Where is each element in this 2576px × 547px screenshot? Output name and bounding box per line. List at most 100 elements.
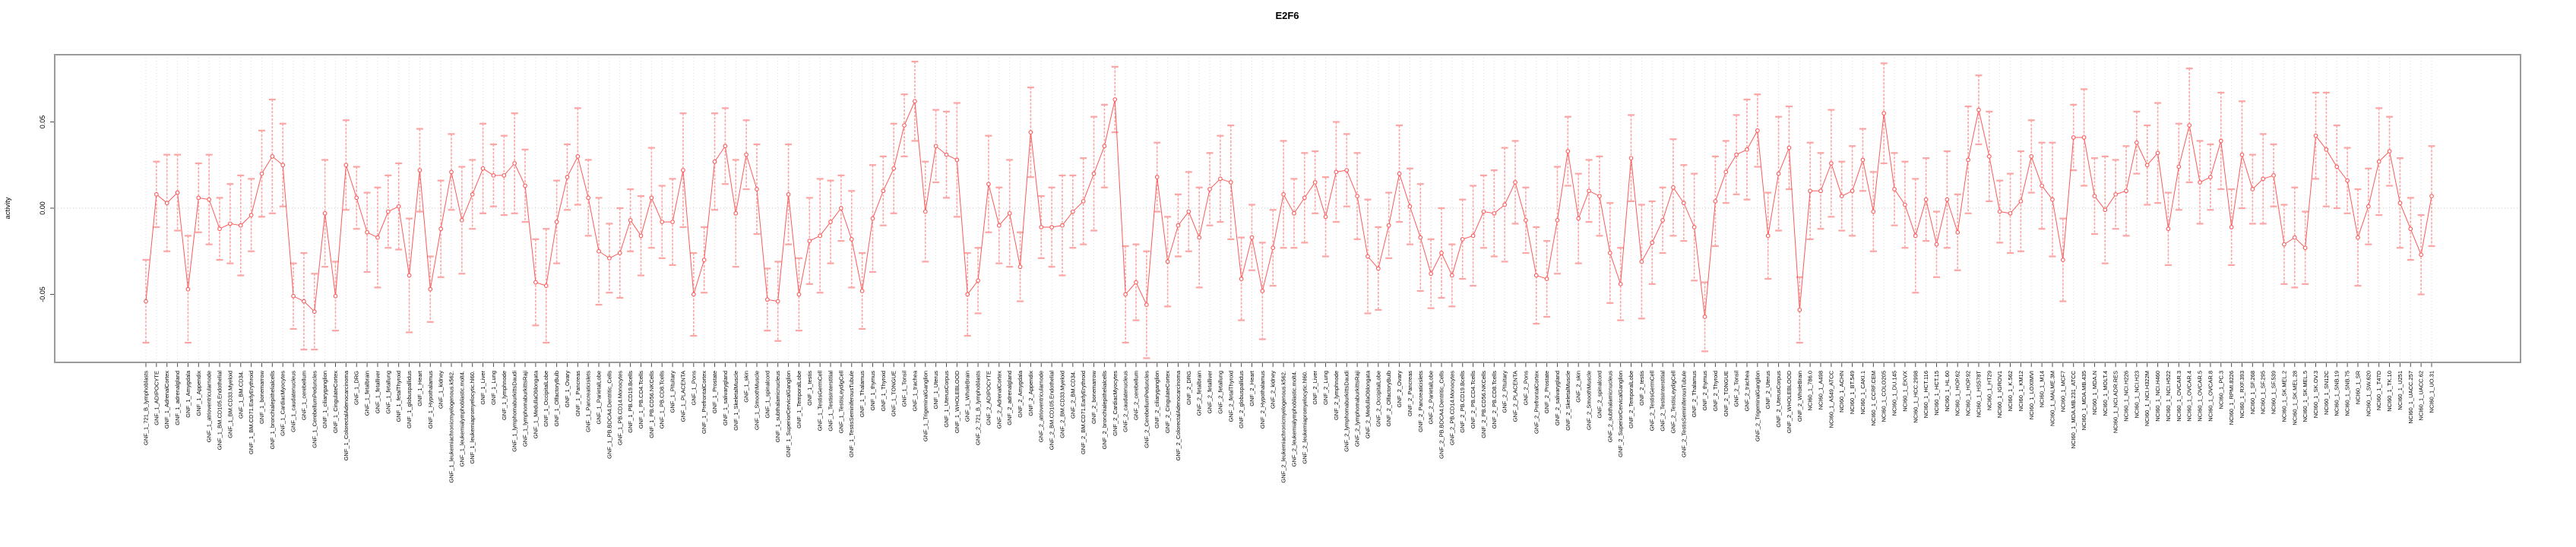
x-tick-label: GNF_2_BM.CD71.EarlyErythroid — [1080, 371, 1087, 454]
x-tick-label: GNF_1_Thyroid — [880, 371, 887, 411]
x-tick-label: GNF_2_Tonsil — [1733, 371, 1740, 407]
x-tick-label: GNF_1_TestisLeydigCell — [837, 371, 844, 434]
x-tick-label: NCI60_1_CCRF.CEM — [1870, 371, 1877, 426]
x-tick-label: GNF_1_BM.CD105.Endothelial — [217, 371, 223, 451]
x-tick-label: GNF_2_Appendix — [1027, 371, 1034, 416]
x-tick-label: GNF_2_Prostate — [1543, 371, 1550, 413]
x-tick-label: NCI60_1_SW.620 — [2365, 371, 2372, 416]
x-tick-label: GNF_2_atrioventricularnode — [1038, 371, 1045, 442]
x-tick-label: NCI60_1_KM12 — [2017, 371, 2024, 411]
x-tick-label: GNF_2_OlfactoryBulb — [1385, 371, 1392, 426]
x-tick-label: GNF_1_PrefrontalCortex — [701, 371, 707, 434]
x-tick-label: GNF_2_AdrenalCortex — [995, 371, 1002, 429]
x-tick-label: NCI60_1_SK.MEL.5 — [2302, 371, 2309, 422]
x-tick-label: GNF_2_testis — [1638, 371, 1645, 406]
axis-ticks — [50, 122, 2432, 367]
x-tick-label: GNF_2_spinalcord — [1596, 371, 1603, 419]
x-tick-label: GNF_2_ADIPOCYTE — [985, 371, 992, 425]
x-tick-label: GNF_1_leukemiapromyelocytic.hl60. — [469, 371, 476, 464]
x-tick-label: GNF_2_Liver — [1312, 371, 1318, 405]
x-tick-label: GNF_1_fetalbrain — [364, 371, 371, 416]
x-tick-label: GNF_2_TestisGermCell — [1649, 371, 1656, 432]
x-tick-label: GNF_1_WHOLEBLOOD — [954, 370, 960, 433]
x-tick-label: NCI60_1_786.0 — [1807, 371, 1814, 411]
x-tick-label: GNF_1_TestisGermCell — [817, 371, 824, 432]
x-tick-label: NCI60_1_MALME.3M — [2049, 371, 2055, 426]
x-tick-label: GNF_1_OlfactoryBulb — [553, 371, 560, 426]
y-axis-title: activity — [4, 197, 12, 219]
x-tick-label: GNF_2_Pons — [1522, 371, 1529, 406]
x-tick-label: NCI60_1_SNB.19 — [2334, 371, 2340, 416]
x-tick-label: GNF_2_adrenalgland — [1006, 371, 1013, 425]
x-tick-label: GNF_2_Uterus — [1764, 371, 1771, 409]
x-tick-label: GNF_1_SkeletalMuscle — [733, 371, 739, 431]
x-tick-label: GNF_1_MedullaOblongata — [532, 370, 539, 438]
x-tick-label: GNF_2_Pancreas — [1407, 371, 1413, 416]
x-tick-label: GNF_1_caudatenucleus — [290, 371, 297, 432]
x-tick-label: GNF_2_Amygdala — [1017, 370, 1024, 418]
x-tick-label: GNF_1_SmoothMuscle — [753, 371, 760, 430]
x-tick-label: GNF_1_Liver — [479, 371, 486, 405]
x-tick-label: GNF_1_Uterus — [932, 371, 939, 409]
x-tick-label: GNF_1_kidney — [438, 371, 445, 409]
x-tick-label: GNF_2_globuspallidus — [1238, 371, 1245, 428]
x-tick-label: GNF_2_TestisSeminiferousTubule — [1680, 371, 1687, 457]
x-tick-label: GNF_1_721_B_lymphoblasts — [143, 371, 150, 445]
x-tick-label: GNF_2_TestisLeydigCell — [1669, 371, 1676, 434]
x-tick-label: NCI60_1_SK.MEL.2 — [2280, 371, 2287, 422]
x-tick-label: GNF_2_PB.CD8.Tcells — [1491, 371, 1498, 429]
x-tick-label: NCI60_1_MOLT.4 — [2102, 371, 2109, 416]
x-tick-label: GNF_2_TrigeminalGanglion — [1754, 371, 1761, 441]
x-tick-label: GNF_1_AdrenalCortex — [163, 371, 170, 429]
x-tick-label: GNF_1_Pons — [690, 371, 697, 406]
x-tick-label: NCI60_1_DU.145 — [1891, 371, 1898, 416]
x-tick-label: GNF_2_721_B_lymphoblasts — [975, 371, 982, 445]
x-tick-label: GNF_1_PLACENTA — [679, 371, 686, 422]
series-line — [145, 99, 2432, 318]
x-tick-label: GNF_2_SuperiorCervicalGanglion — [1617, 371, 1624, 457]
x-tick-label: GNF_2_PB.CD4.Tcells — [1470, 371, 1476, 429]
x-tick-label: GNF_1_Lung — [490, 371, 497, 405]
x-tick-label: GNF_2_skin — [1575, 371, 1582, 403]
x-tick-label: NCI60_1_T47D — [2375, 370, 2382, 410]
x-tick-label: GNF_1_PB.CD14.Monocytes — [616, 371, 623, 445]
x-tick-label: GNF_2_Lung — [1322, 371, 1329, 405]
x-tick-label: GNF_2_fetalbrain — [1196, 371, 1203, 416]
x-tick-label: GNF_1_TestisInterstitial — [828, 371, 834, 432]
x-tick-label: GNF_1_atrioventricularnode — [206, 371, 213, 442]
x-tick-label: GNF_1_TestisSeminiferousTubule — [848, 371, 855, 457]
x-tick-label: NCI60_1_U251 — [2397, 371, 2404, 410]
y-tick-label: 0.05 — [39, 115, 46, 129]
x-tick-label: GNF_1_thymus — [869, 371, 876, 411]
x-tick-label: NCI60_1_SNB.75 — [2344, 371, 2351, 416]
x-tick-label: GNF_2_lymphomaburkittsDaudi — [1343, 371, 1350, 452]
x-tick-label: NCI60_1_A549_ATCC — [1828, 370, 1834, 428]
x-tick-label: GNF_1_Heart — [416, 370, 423, 406]
x-tick-label: GNF_2_TestisInterstitial — [1660, 371, 1666, 432]
x-tick-label: NCI60_1_HT29 — [1986, 371, 1992, 410]
x-tick-label: GNF_1_trachea — [911, 370, 918, 411]
x-tick-label: NCI60_1_COLO205 — [1881, 371, 1888, 422]
x-tick-label: GNF_2_CardiacMyocytes — [1112, 371, 1119, 436]
x-tick-label: GNF_2_CerebellumPeduncles — [1143, 371, 1150, 448]
y-axis-tick-labels: 0.05 0.00 -0.05 — [39, 115, 46, 302]
x-tick-label: NCI60_1_HS578T — [1975, 371, 1982, 418]
x-tick-label: NCI60_1_NCI.H226 — [2123, 371, 2130, 422]
x-tick-label: NCI60_1_LOXIMVI — [2028, 371, 2035, 419]
chart-title: E2F6 — [1275, 10, 1299, 21]
x-tick-label: NCI60_1_HCT.15 — [1933, 371, 1940, 416]
x-tick-label: GNF_1_PB.BDCA4.Dentritic_Cells — [606, 371, 612, 459]
x-tick-label: GNF_1_Appendix — [195, 371, 202, 416]
x-tick-label: GNF_2_WHOLEBLOOD — [1786, 370, 1793, 433]
x-tick-label: GNF_1_PB.CD56.NKCells — [648, 371, 655, 438]
x-tick-label: GNF_2_TONGUE — [1723, 371, 1729, 416]
x-tick-label: GNF_1_Hypothalamus — [427, 371, 434, 429]
x-tick-label: NCI60_1_UO.31 — [2429, 371, 2435, 413]
x-tick-label: GNF_2_Heart — [1248, 370, 1255, 406]
x-tick-label: GNF_2_cerebellum — [1133, 371, 1140, 420]
x-tick-label: NCI60_1_MDA.N — [2091, 371, 2098, 415]
x-tick-label: GNF_1_CardiacMyocytes — [280, 371, 286, 436]
x-tick-label: GNF_1_WholeBrain — [964, 371, 971, 422]
x-tick-label: GNF_1_subthalamicnucleus — [774, 371, 781, 442]
